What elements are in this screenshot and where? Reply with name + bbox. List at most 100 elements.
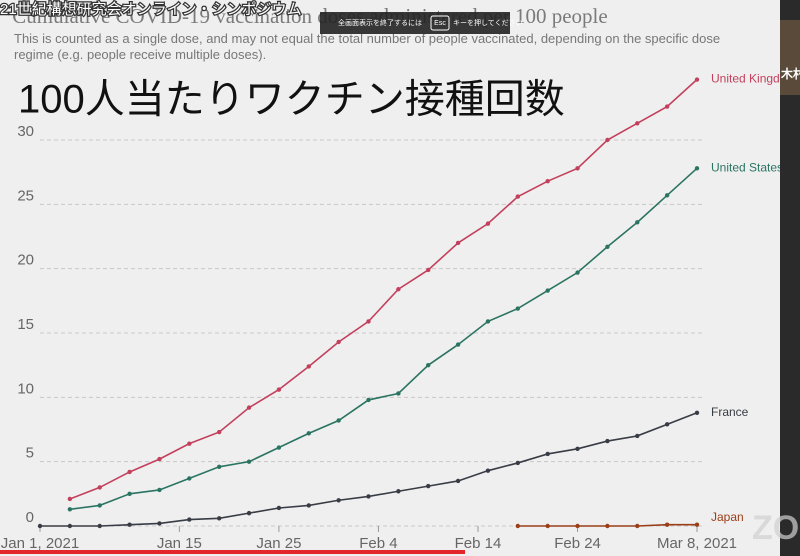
- data-point: [366, 319, 371, 324]
- data-point: [97, 503, 102, 508]
- data-point: [426, 362, 431, 368]
- series-line: [69, 78, 698, 500]
- data-point: [127, 491, 132, 497]
- data-point: [635, 121, 640, 126]
- data-point: [216, 464, 222, 470]
- data-point: [426, 483, 431, 489]
- progress-bar: [0, 550, 465, 554]
- webcam-tile: [780, 20, 800, 95]
- data-point: [366, 494, 371, 499]
- data-point: [127, 522, 132, 527]
- data-point: [694, 166, 700, 171]
- x-tick-label: Mar 8, 2021: [657, 535, 737, 552]
- data-point: [545, 523, 550, 529]
- y-tick-label: 5: [26, 445, 34, 462]
- video-title: 21世紀構想研究会オンライン・シンポジウム: [0, 1, 302, 18]
- data-point: [545, 451, 550, 457]
- data-point: [485, 221, 491, 226]
- data-point: [37, 523, 43, 529]
- data-point: [515, 306, 521, 311]
- data-point: [635, 433, 640, 439]
- data-point: [336, 498, 341, 503]
- y-tick-label: 20: [17, 252, 34, 269]
- data-point: [276, 445, 282, 450]
- x-tick-label: Feb 24: [554, 535, 601, 552]
- overlay-caption: 100人当たりワクチン接種回数: [18, 78, 565, 122]
- data-point: [545, 178, 550, 184]
- data-point: [216, 516, 222, 521]
- data-point: [635, 220, 640, 225]
- data-point: [635, 523, 640, 529]
- data-point: [306, 503, 311, 508]
- data-point: [157, 487, 162, 493]
- data-point: [575, 270, 580, 275]
- x-tick-label: Jan 15: [157, 535, 202, 552]
- data-point: [545, 288, 550, 293]
- data-point: [575, 446, 580, 451]
- data-point: [306, 431, 311, 436]
- y-tick-label: 15: [17, 316, 34, 333]
- data-point: [605, 523, 610, 529]
- data-point: [67, 523, 73, 529]
- webcam-strip: [780, 0, 800, 556]
- participant-name: 木村: [780, 66, 800, 81]
- y-tick-label: 0: [26, 509, 34, 526]
- data-point: [276, 387, 282, 392]
- watermark: ZO: [752, 509, 799, 547]
- notice-text: キーを押してください: [453, 18, 523, 27]
- x-tick-label: Jan 1, 2021: [1, 535, 79, 552]
- data-point: [187, 441, 192, 446]
- data-point: [694, 410, 700, 415]
- data-point: [396, 287, 401, 292]
- y-tick-label: 10: [17, 380, 34, 397]
- fullscreen-notice-box: [320, 12, 510, 34]
- notice-text: 全画面表示を終了するには: [338, 18, 422, 27]
- series-label: Japan: [711, 510, 744, 524]
- data-point: [515, 460, 521, 466]
- series-label: France: [711, 405, 749, 419]
- data-point: [455, 478, 461, 484]
- chart-subtitle: This is counted as a single dose, and ma…: [14, 31, 721, 62]
- data-point: [485, 319, 491, 324]
- data-point: [246, 405, 252, 410]
- data-point: [426, 267, 431, 273]
- data-point: [515, 194, 521, 199]
- data-point: [485, 468, 491, 473]
- data-point: [336, 418, 341, 423]
- data-point: [455, 342, 461, 347]
- x-tick-label: Feb 4: [359, 535, 397, 552]
- data-point: [575, 166, 580, 171]
- data-point: [694, 522, 700, 527]
- data-point: [97, 485, 102, 490]
- plot: 0 5 10 15 20 25 30 Jan 1, 2021 Jan 15 Jan 25 Feb 4…: [1, 72, 797, 552]
- data-point: [336, 339, 341, 345]
- data-point: [664, 422, 670, 427]
- data-point: [515, 523, 521, 529]
- data-point: [276, 505, 282, 511]
- data-point: [187, 517, 192, 522]
- data-point: [396, 391, 401, 396]
- data-point: [605, 244, 610, 249]
- data-point: [157, 521, 162, 526]
- key-box: [430, 15, 450, 31]
- data-point: [67, 507, 73, 512]
- data-point: [67, 496, 73, 502]
- data-point: [366, 397, 371, 403]
- data-point: [605, 438, 610, 444]
- notice-key: Esc: [434, 20, 446, 27]
- data-point: [575, 523, 580, 529]
- x-tick-label: Feb 14: [455, 535, 502, 552]
- data-point: [694, 77, 700, 82]
- data-point: [246, 510, 252, 516]
- series-line: [69, 167, 698, 511]
- data-point: [306, 364, 311, 369]
- data-point: [605, 137, 610, 143]
- data-point: [664, 104, 670, 109]
- data-point: [455, 240, 461, 246]
- data-point: [157, 456, 162, 462]
- data-point: [187, 476, 192, 481]
- subtitle-box: This is counted as a single dose, and ma…: [14, 31, 721, 62]
- series-label: United Kingdom: [711, 72, 796, 86]
